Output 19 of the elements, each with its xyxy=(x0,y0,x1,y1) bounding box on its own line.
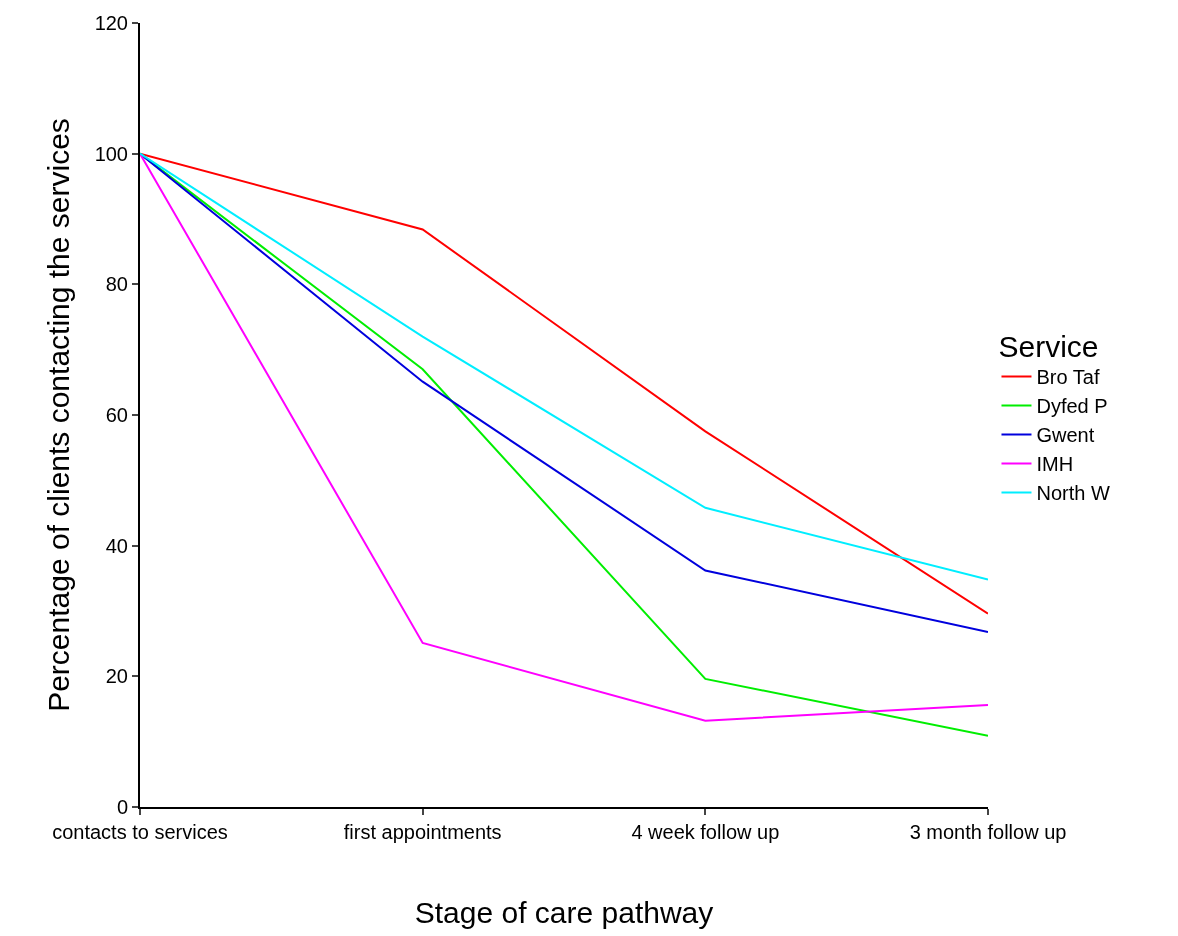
y-tick-label: 0 xyxy=(116,796,128,818)
legend-label: Bro Taf xyxy=(1036,366,1100,389)
y-axis-title: Percentage of clients contacting the services xyxy=(42,118,75,712)
y-tick-label: 60 xyxy=(105,404,128,426)
x-axis-title: Stage of care pathway xyxy=(414,896,714,929)
y-tick-label: 40 xyxy=(105,534,128,557)
y-tick-label: 100 xyxy=(94,142,128,165)
x-tick-label: contacts to services xyxy=(52,821,228,843)
x-tick-label: 3 month follow up xyxy=(909,821,1067,843)
y-tick-label: 120 xyxy=(94,12,128,34)
y-tick-label: 80 xyxy=(105,273,128,296)
x-tick-label: 4 week follow up xyxy=(631,821,780,843)
legend-label: North W xyxy=(1036,482,1110,505)
y-tick-label: 20 xyxy=(105,665,128,688)
x-tick-label: first appointments xyxy=(343,821,502,843)
legend-label: Dyfed P xyxy=(1036,395,1108,418)
legend-label: IMH xyxy=(1036,453,1074,476)
legend-title: Service xyxy=(998,330,1099,363)
legend-label: Gwent xyxy=(1036,424,1095,447)
